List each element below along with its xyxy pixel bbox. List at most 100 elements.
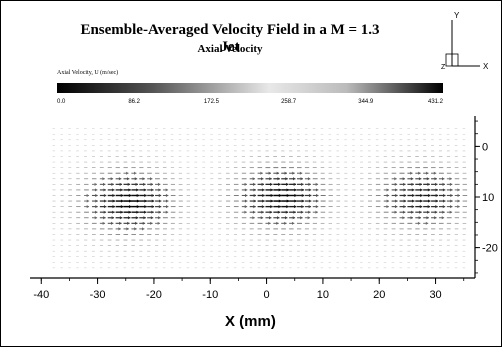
velocity-arrowhead	[120, 210, 123, 214]
y-tick-label: 0	[482, 141, 488, 153]
velocity-arrowhead	[443, 193, 446, 198]
velocity-arrowhead	[128, 193, 132, 198]
velocity-arrowhead	[412, 193, 415, 198]
velocity-arrowhead	[120, 188, 123, 192]
velocity-arrowhead	[260, 216, 264, 220]
velocity-arrowhead	[157, 221, 161, 225]
velocity-arrowhead	[126, 177, 130, 181]
velocity-arrowhead	[141, 227, 145, 231]
velocity-arrowhead	[252, 210, 256, 214]
velocity-arrowhead	[386, 188, 389, 192]
velocity-arrowhead	[300, 210, 304, 214]
velocity-arrowhead	[95, 210, 98, 214]
velocity-arrowhead	[442, 210, 445, 214]
velocity-arrowhead	[315, 188, 319, 192]
velocity-arrowhead	[261, 182, 265, 186]
velocity-arrowhead	[315, 210, 318, 214]
velocity-arrowhead	[103, 188, 106, 192]
velocity-arrowhead	[402, 216, 405, 220]
velocity-arrowhead	[277, 216, 280, 220]
velocity-arrowhead	[442, 188, 446, 192]
velocity-arrowhead	[411, 210, 414, 214]
velocity-arrowhead	[120, 199, 124, 203]
velocity-arrowhead	[143, 216, 146, 220]
velocity-arrowhead	[419, 182, 422, 186]
velocity-arrowhead	[402, 210, 406, 214]
velocity-arrowhead	[299, 171, 303, 175]
velocity-arrowhead	[134, 171, 137, 175]
velocity-arrowhead	[434, 177, 437, 181]
velocity-arrowhead	[253, 205, 256, 209]
velocity-arrowhead	[427, 182, 430, 186]
velocity-arrowhead	[142, 221, 146, 225]
velocity-arrowhead	[135, 221, 138, 225]
velocity-arrowhead	[457, 205, 460, 209]
x-tick-label: -20	[146, 289, 162, 301]
velocity-arrowhead	[118, 177, 122, 181]
velocity-arrowhead	[449, 182, 453, 186]
velocity-arrowhead	[301, 188, 304, 192]
velocity-arrowhead	[104, 199, 107, 203]
x-tick-label: 0	[264, 289, 270, 301]
velocity-arrowhead	[252, 216, 255, 220]
velocity-arrowhead	[127, 216, 131, 220]
velocity-arrowhead	[102, 177, 105, 181]
velocity-arrowhead	[435, 199, 439, 203]
velocity-arrowhead	[268, 171, 272, 175]
velocity-arrowhead	[441, 216, 445, 220]
velocity-arrowhead	[262, 188, 265, 192]
velocity-arrowhead	[278, 188, 282, 192]
velocity-arrowhead	[158, 188, 161, 192]
velocity-arrowhead	[127, 221, 130, 225]
velocity-arrowhead	[112, 199, 116, 203]
velocity-arrowhead	[128, 210, 131, 214]
velocity-arrowhead	[244, 210, 247, 214]
velocity-arrowhead	[308, 188, 312, 192]
velocity-arrowhead	[410, 216, 413, 220]
velocity-arrowhead	[94, 216, 98, 220]
x-tick-label: 30	[429, 289, 441, 301]
velocity-arrowhead	[457, 193, 460, 198]
velocity-arrowhead	[402, 177, 406, 181]
velocity-arrowhead	[253, 193, 257, 198]
x-tick-label: -10	[202, 289, 218, 301]
velocity-arrowhead	[268, 221, 271, 225]
velocity-arrowhead	[450, 188, 453, 192]
velocity-arrowhead	[149, 177, 153, 181]
velocity-arrowhead	[426, 177, 430, 181]
velocity-arrowhead	[127, 182, 131, 186]
velocity-arrowhead	[284, 221, 287, 225]
velocity-arrowhead	[308, 210, 311, 214]
velocity-arrowhead	[278, 182, 281, 186]
velocity-arrowhead	[165, 188, 169, 192]
velocity-arrowhead	[419, 188, 423, 192]
y-tick-label: -20	[482, 243, 498, 255]
velocity-arrowhead	[270, 188, 273, 192]
velocity-arrowhead	[410, 171, 413, 175]
velocity-arrowhead	[128, 205, 132, 209]
velocity-arrowhead	[136, 188, 139, 192]
velocity-arrowhead	[102, 221, 106, 225]
velocity-arrowhead	[435, 205, 438, 209]
velocity-arrowhead	[293, 210, 296, 214]
velocity-arrowhead	[144, 193, 147, 198]
velocity-arrowhead	[457, 188, 460, 192]
velocity-arrowhead	[403, 199, 407, 203]
velocity-arrowhead	[300, 177, 303, 181]
velocity-arrowhead	[286, 199, 290, 203]
velocity-arrowhead	[434, 216, 437, 220]
velocity-arrowhead	[418, 171, 421, 175]
velocity-arrowhead	[158, 210, 161, 214]
velocity-arrowhead	[285, 216, 288, 220]
colorbar-tick-label: 86.2	[128, 99, 140, 105]
velocity-arrowhead	[427, 210, 430, 214]
velocity-arrowhead	[394, 205, 398, 209]
velocity-arrowhead	[150, 182, 154, 186]
x-tick-label: -30	[90, 289, 106, 301]
velocity-arrowhead	[253, 199, 257, 203]
velocity-arrowhead	[293, 177, 296, 181]
velocity-arrowhead	[120, 193, 124, 198]
velocity-arrowhead	[417, 221, 421, 225]
velocity-arrowhead	[262, 199, 265, 203]
velocity-arrowhead	[307, 216, 311, 220]
